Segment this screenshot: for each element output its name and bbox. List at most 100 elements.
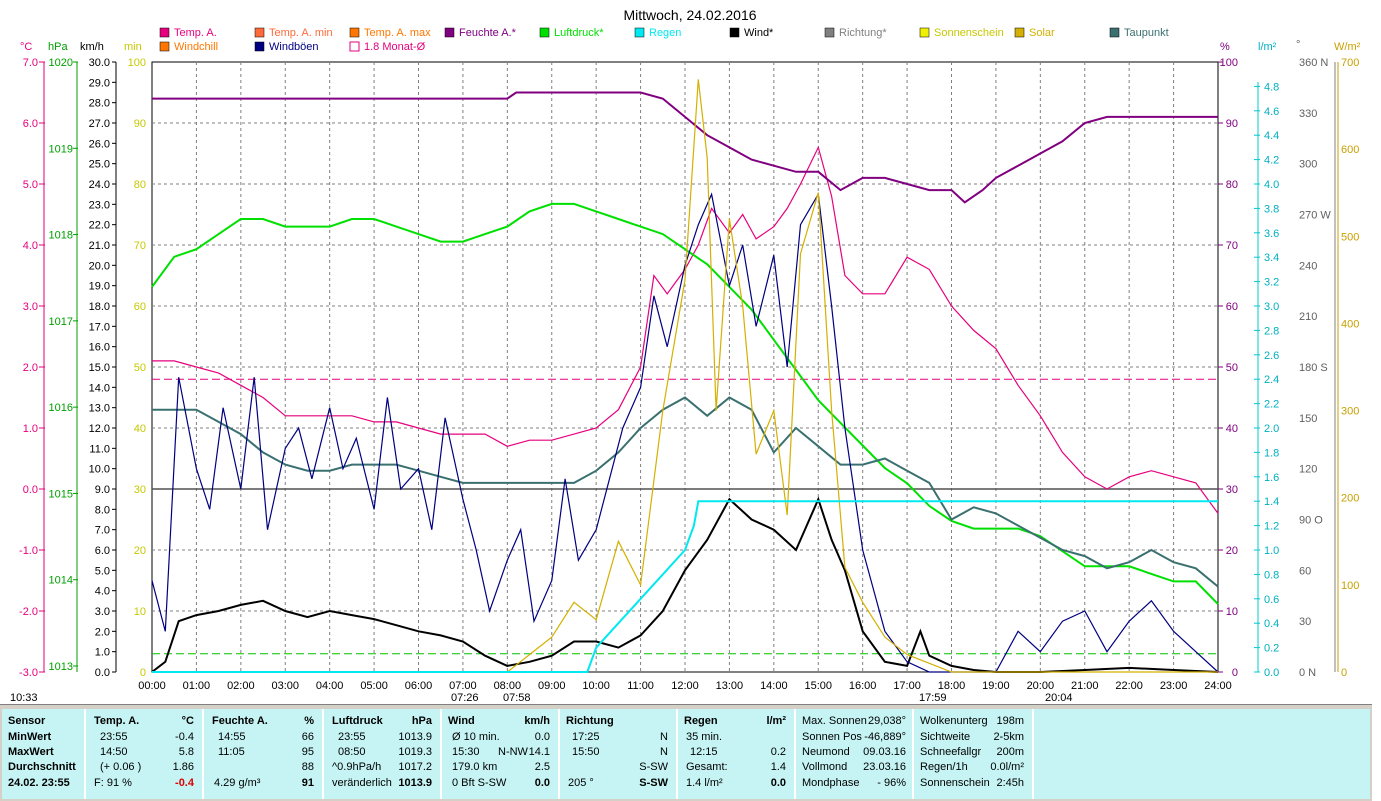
legend-swatch (444, 27, 455, 38)
series-regen-line (152, 500, 1218, 673)
temp-feel: F: 91 % (94, 777, 132, 789)
rain-axis-label: 2.6 (1264, 350, 1279, 362)
minutes-axis-label: 30 (134, 484, 146, 496)
wind-axis-label: 2.0 (95, 626, 110, 638)
x-tick-label: 09:00 (538, 680, 566, 692)
empty-column (1034, 709, 1370, 799)
x-tick-label: 10:00 (582, 680, 610, 692)
wind-axis-label: 8.0 (95, 504, 110, 516)
wind-avg-value: 0.0 (534, 731, 550, 743)
rain-total-value: 1.4 (770, 761, 786, 773)
rain-amount: 1.4 l/m² (686, 777, 723, 789)
direction-axis-label: 60 (1299, 565, 1311, 577)
minutes-axis-label: 50 (134, 362, 146, 374)
wind-axis-label: 7.0 (95, 525, 110, 537)
humidity-axis-label: 20 (1226, 545, 1238, 557)
temp-axis-label: 3.0 (23, 301, 38, 313)
moonrise-label: 20:04 (1045, 692, 1073, 704)
pressure-axis-label: 1015 (49, 488, 73, 500)
minutes-axis-label: 40 (134, 423, 146, 435)
pressure-axis-label: 1020 (49, 57, 73, 69)
direction-current-value: S-SW (639, 777, 668, 789)
direction-axis-label: 180 S (1299, 362, 1328, 374)
time-marker-left: 10:33 (10, 692, 38, 704)
wind-axis-label: 0.0 (95, 667, 110, 679)
sunrise-label: 07:26 (451, 692, 479, 704)
wind-axis-label: 24.0 (89, 179, 110, 191)
minutes-axis-label: 100 (128, 57, 146, 69)
temp-axis-label: 7.0 (23, 57, 38, 69)
temp-max-value: 5.8 (178, 746, 194, 758)
direction-axis-label: 0 N (1299, 667, 1316, 679)
x-tick-label: 05:00 (360, 680, 388, 692)
minutes-axis-label: 20 (134, 545, 146, 557)
rain-axis-label: 4.6 (1264, 106, 1279, 118)
wind-axis-label: 11.0 (89, 443, 110, 455)
rain-axis-label: 1.0 (1264, 545, 1279, 557)
legend-swatch (254, 27, 265, 38)
humidity-axis-label: 10 (1226, 606, 1238, 618)
temp-axis-label: 5.0 (23, 179, 38, 191)
solar-axis-label: 700 (1341, 57, 1359, 69)
solar-unit-label: W/m² (1334, 41, 1361, 53)
misc-row-value: 198m (996, 715, 1024, 727)
legend-swatch (729, 27, 740, 38)
wind-axis-label: 6.0 (95, 545, 110, 557)
x-tick-label: 07:00 (449, 680, 477, 692)
sensor-row-min: MinWert (8, 731, 52, 743)
pressure-min-value: 1013.9 (398, 731, 432, 743)
rain-axis-label: 0.4 (1264, 618, 1279, 630)
x-tick-label: 11:00 (627, 680, 654, 692)
minutes-axis-label: 60 (134, 301, 146, 313)
x-tick-label: 08:00 (494, 680, 522, 692)
sun-row-label: Vollmond (802, 761, 848, 773)
pressure-avg-value: 1017.2 (398, 761, 432, 773)
series-solar-line (152, 79, 1218, 673)
temp-min-value: -0.4 (175, 731, 194, 743)
minutes-axis-label: 70 (134, 240, 146, 252)
rain-axis-label: 2.8 (1264, 325, 1279, 337)
humidity-axis-label: 100 (1220, 57, 1238, 69)
misc-row-label: Schneefallgr (920, 746, 982, 758)
wind-axis-label: 1.0 (95, 647, 110, 659)
sun-row-value: 09.03.16 (863, 746, 906, 758)
sun-row-value: 29,038° (867, 715, 906, 727)
direction-header: Richtung (566, 715, 614, 727)
legend-label: Feuchte A.* (459, 27, 517, 39)
minutes-axis-label: 80 (134, 179, 146, 191)
direction-axis-label: 300 (1299, 159, 1317, 171)
legend-swatch (349, 27, 360, 38)
wind-axis-label: 12.0 (89, 423, 110, 435)
direction-max-time: 15:50 (572, 746, 600, 758)
wind-distance: 179.0 km (452, 761, 498, 773)
sensor-header: Sensor (8, 715, 46, 727)
humidity-axis-label: 70 (1226, 240, 1238, 252)
wind-axis-label: 28.0 (89, 98, 110, 110)
sun-row-label: Sonnen Pos (802, 731, 862, 743)
humidity-header: Feuchte A. (212, 715, 268, 727)
misc-row-label: Sonnenschein (920, 777, 990, 789)
x-tick-label: 01:00 (183, 680, 211, 692)
rain-axis-label: 3.8 (1264, 203, 1279, 215)
x-tick-label: 04:00 (316, 680, 344, 692)
rain-axis-label: 3.0 (1264, 301, 1279, 313)
temp-axis-label: 2.0 (23, 362, 38, 374)
wind-beaufort: 0 Bft S-SW (452, 777, 507, 789)
legend-swatch (824, 27, 835, 38)
humidity-axis-label: 50 (1226, 362, 1238, 374)
temp-current-value: -0.4 (175, 777, 194, 789)
humidity-unit: % (304, 715, 314, 727)
solar-axis-label: 600 (1341, 144, 1359, 156)
wind-avg-label: Ø 10 min. (452, 731, 500, 743)
pressure-unit-label: hPa (48, 41, 68, 53)
sun-row-value: 23.03.16 (863, 761, 906, 773)
sun-row-label: Mondphase (802, 777, 860, 789)
wind-header: Wind (448, 715, 475, 727)
legend-label: Taupunkt (1124, 27, 1169, 39)
wind-max-value: 14.1 (528, 746, 550, 758)
sensor-row-avg: Durchschnitt (8, 761, 76, 773)
humidity-axis-label: 30 (1226, 484, 1238, 496)
sun-row-label: Max. Sonnen (802, 715, 867, 727)
rain-axis-label: 0.0 (1264, 667, 1279, 679)
pressure-max-time: 08:50 (338, 746, 366, 758)
